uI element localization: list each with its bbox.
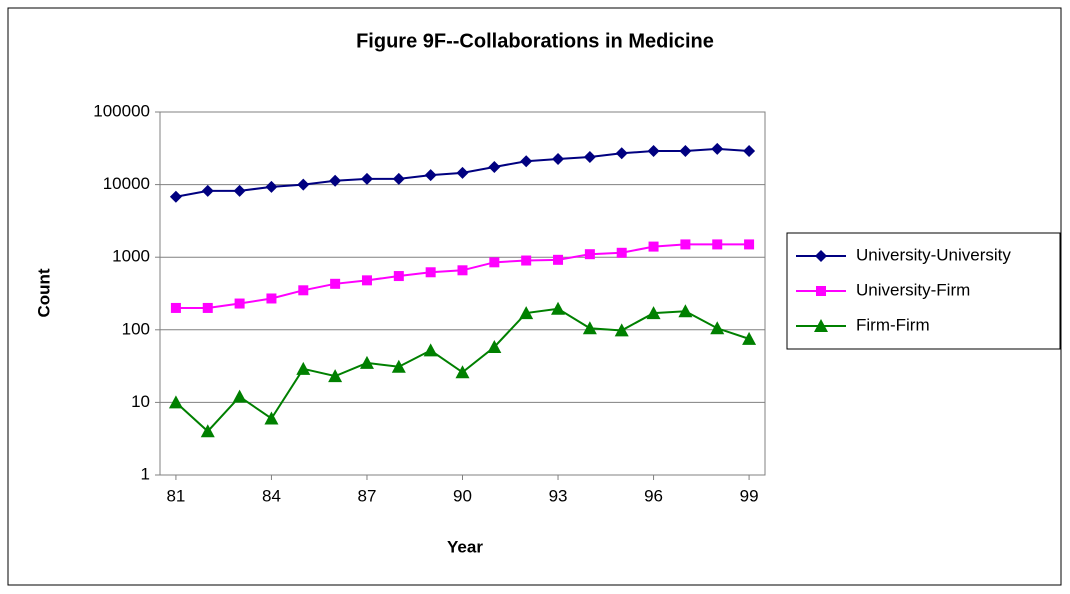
legend-marker	[816, 286, 826, 296]
x-tick-label: 99	[740, 486, 759, 505]
marker	[330, 278, 341, 289]
marker	[680, 239, 691, 250]
marker	[584, 249, 595, 260]
marker	[168, 395, 183, 409]
marker	[328, 369, 343, 383]
marker	[360, 172, 373, 185]
y-axis-label: Count	[34, 268, 53, 317]
marker	[678, 304, 693, 318]
x-tick-label: 96	[644, 486, 663, 505]
marker	[679, 145, 692, 158]
marker	[710, 321, 725, 335]
marker	[265, 180, 278, 193]
marker	[520, 155, 533, 168]
y-tick-label: 10	[131, 392, 150, 411]
x-tick-label: 90	[453, 486, 472, 505]
marker	[552, 153, 565, 166]
y-tick-label: 100	[122, 319, 150, 338]
marker	[297, 178, 310, 191]
legend-marker	[815, 250, 827, 262]
y-tick-label: 10000	[103, 174, 150, 193]
marker	[392, 172, 405, 185]
marker	[551, 301, 566, 315]
x-tick-label: 87	[358, 486, 377, 505]
marker	[489, 257, 500, 268]
marker	[582, 321, 597, 335]
marker	[553, 254, 564, 265]
marker	[519, 306, 534, 320]
marker	[266, 293, 277, 304]
x-tick-label: 81	[166, 486, 185, 505]
plot-area	[159, 111, 766, 476]
marker	[296, 361, 311, 375]
marker	[583, 150, 596, 163]
marker	[455, 365, 470, 379]
marker	[169, 190, 182, 203]
legend-label: University-University	[856, 245, 1011, 264]
legend-label: University-Firm	[856, 280, 970, 299]
marker	[170, 302, 181, 313]
marker	[647, 145, 660, 158]
marker	[648, 241, 659, 252]
marker	[329, 174, 342, 187]
marker	[646, 306, 661, 320]
marker	[234, 298, 245, 309]
marker	[391, 359, 406, 373]
marker	[711, 142, 724, 155]
marker	[424, 169, 437, 182]
marker	[614, 323, 629, 337]
marker	[298, 285, 309, 296]
marker	[423, 343, 438, 357]
marker	[264, 411, 279, 425]
marker	[456, 166, 469, 179]
x-axis-label: Year	[447, 537, 483, 556]
marker	[615, 147, 628, 160]
y-tick-label: 100000	[93, 101, 150, 120]
y-tick-label: 1000	[112, 247, 150, 266]
marker	[712, 239, 723, 250]
marker	[742, 331, 757, 345]
y-tick-label: 1	[141, 464, 150, 483]
x-tick-label: 93	[549, 486, 568, 505]
marker	[359, 355, 374, 369]
x-tick-label: 84	[262, 486, 281, 505]
marker	[233, 184, 246, 197]
marker	[425, 267, 436, 278]
marker	[202, 302, 213, 313]
marker	[616, 247, 627, 258]
marker	[200, 424, 215, 438]
marker	[488, 160, 501, 173]
marker	[361, 275, 372, 286]
marker	[521, 255, 532, 266]
marker	[457, 265, 468, 276]
marker	[487, 339, 502, 353]
legend-marker	[814, 319, 828, 332]
marker	[201, 184, 214, 197]
legend-label: Firm-Firm	[856, 315, 930, 334]
marker	[393, 271, 404, 282]
marker	[743, 145, 756, 158]
marker	[232, 389, 247, 403]
chart-title: Figure 9F--Collaborations in Medicine	[356, 30, 714, 52]
marker	[744, 239, 755, 250]
